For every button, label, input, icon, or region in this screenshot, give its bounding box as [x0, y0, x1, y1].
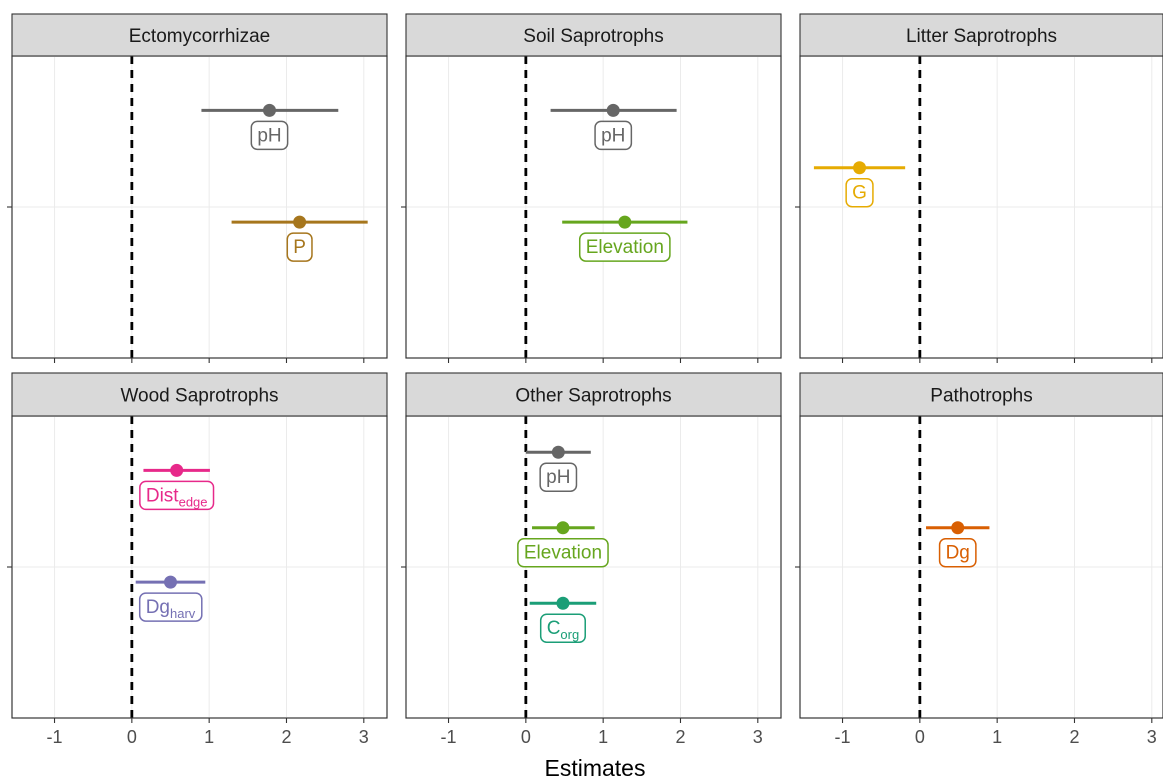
estimate-point [293, 215, 307, 229]
x-tick-label: 3 [1147, 727, 1157, 747]
estimate-point [618, 215, 632, 229]
facet-strip [799, 372, 1163, 417]
x-tick-label: 3 [753, 727, 763, 747]
x-tick-label: -1 [47, 727, 63, 747]
estimate-label-box [539, 613, 586, 643]
facet-panel: Pathotrophs -1 0 1 2 3 Dg [795, 372, 1163, 747]
estimate-label-box [138, 592, 203, 622]
estimate-point [556, 596, 570, 610]
facet-strip [405, 372, 782, 417]
estimate-point-group: pH [201, 103, 339, 151]
estimate-point-group: Corg [529, 596, 597, 643]
estimate-point-group: P [231, 215, 368, 262]
estimate-label: Dg [946, 543, 970, 564]
estimate-label: P [293, 237, 306, 258]
estimate-point [170, 463, 184, 477]
facet-title: Other Saprotrophs [515, 386, 671, 407]
panels-layer: Ectomycorrhizae pH P Soil Saprotrophs pH Elev… [7, 13, 1163, 747]
facet-title: Ectomycorrhizae [129, 26, 271, 47]
x-tick-label: -1 [441, 727, 457, 747]
facet-strip [799, 13, 1163, 57]
estimate-point-group: Dg [926, 521, 990, 568]
facet-panel: Litter Saprotrophs G [795, 13, 1163, 363]
x-tick-label: 0 [127, 727, 137, 747]
estimate-point-group: Elevation [562, 215, 688, 262]
facet-strip [11, 13, 388, 57]
estimate-label: Elevation [586, 237, 664, 258]
estimate-label-box [539, 462, 578, 492]
estimate-point [606, 103, 620, 117]
estimate-point-group: Elevation [517, 521, 609, 568]
estimate-label-box [845, 177, 874, 208]
estimate-label-box [594, 120, 633, 151]
estimate-label-box [286, 232, 313, 262]
estimate-label-box [517, 537, 609, 568]
estimate-label: Dgharv [146, 597, 196, 621]
estimate-point [556, 521, 570, 535]
estimate-point [951, 521, 965, 535]
x-tick-label: -1 [835, 727, 851, 747]
estimate-label-box [938, 537, 977, 568]
estimate-label: Corg [547, 618, 580, 642]
estimate-label-box [578, 232, 671, 262]
estimate-point [164, 575, 178, 589]
x-tick-label: 3 [359, 727, 369, 747]
x-tick-label: 2 [281, 727, 291, 747]
estimate-point [262, 103, 276, 117]
facet-strip [405, 13, 782, 57]
facet-panel: Soil Saprotrophs pH Elevation [401, 13, 782, 363]
estimate-point [853, 161, 867, 175]
estimate-point-group: G [813, 161, 906, 208]
facet-panel: Other Saprotrophs -1 0 1 2 3 pH Elevation Corg [401, 372, 782, 747]
x-axis-title: Estimates [545, 755, 646, 781]
facet-title: Wood Saprotrophs [120, 386, 278, 407]
x-tick-label: 1 [598, 727, 608, 747]
facet-panel: Ectomycorrhizae pH P [7, 13, 388, 363]
estimate-label: Elevation [524, 543, 602, 564]
estimate-label: pH [601, 125, 625, 146]
x-tick-label: 2 [675, 727, 685, 747]
estimate-point-group: Dgharv [135, 575, 206, 622]
estimate-point-group: pH [550, 103, 677, 151]
facet-strip [11, 372, 388, 417]
estimate-label: pH [546, 467, 570, 488]
facet-panel: Wood Saprotrophs -1 0 1 2 3 Distedge Dgharv [7, 372, 388, 747]
x-tick-label: 1 [992, 727, 1002, 747]
estimate-label-box [250, 120, 289, 151]
estimate-point-group: Distedge [139, 463, 215, 511]
facet-title: Soil Saprotrophs [523, 26, 663, 47]
estimate-point [551, 445, 565, 459]
estimate-point-group: pH [525, 445, 591, 492]
x-tick-label: 0 [521, 727, 531, 747]
estimate-label: Distedge [146, 485, 208, 509]
estimate-label-box [139, 480, 215, 511]
x-tick-label: 2 [1069, 727, 1079, 747]
estimate-label: G [852, 183, 867, 204]
x-tick-label: 0 [915, 727, 925, 747]
estimate-label: pH [257, 125, 281, 146]
x-tick-label: 1 [204, 727, 214, 747]
facet-title: Litter Saprotrophs [906, 26, 1057, 47]
facet-title: Pathotrophs [930, 386, 1032, 407]
